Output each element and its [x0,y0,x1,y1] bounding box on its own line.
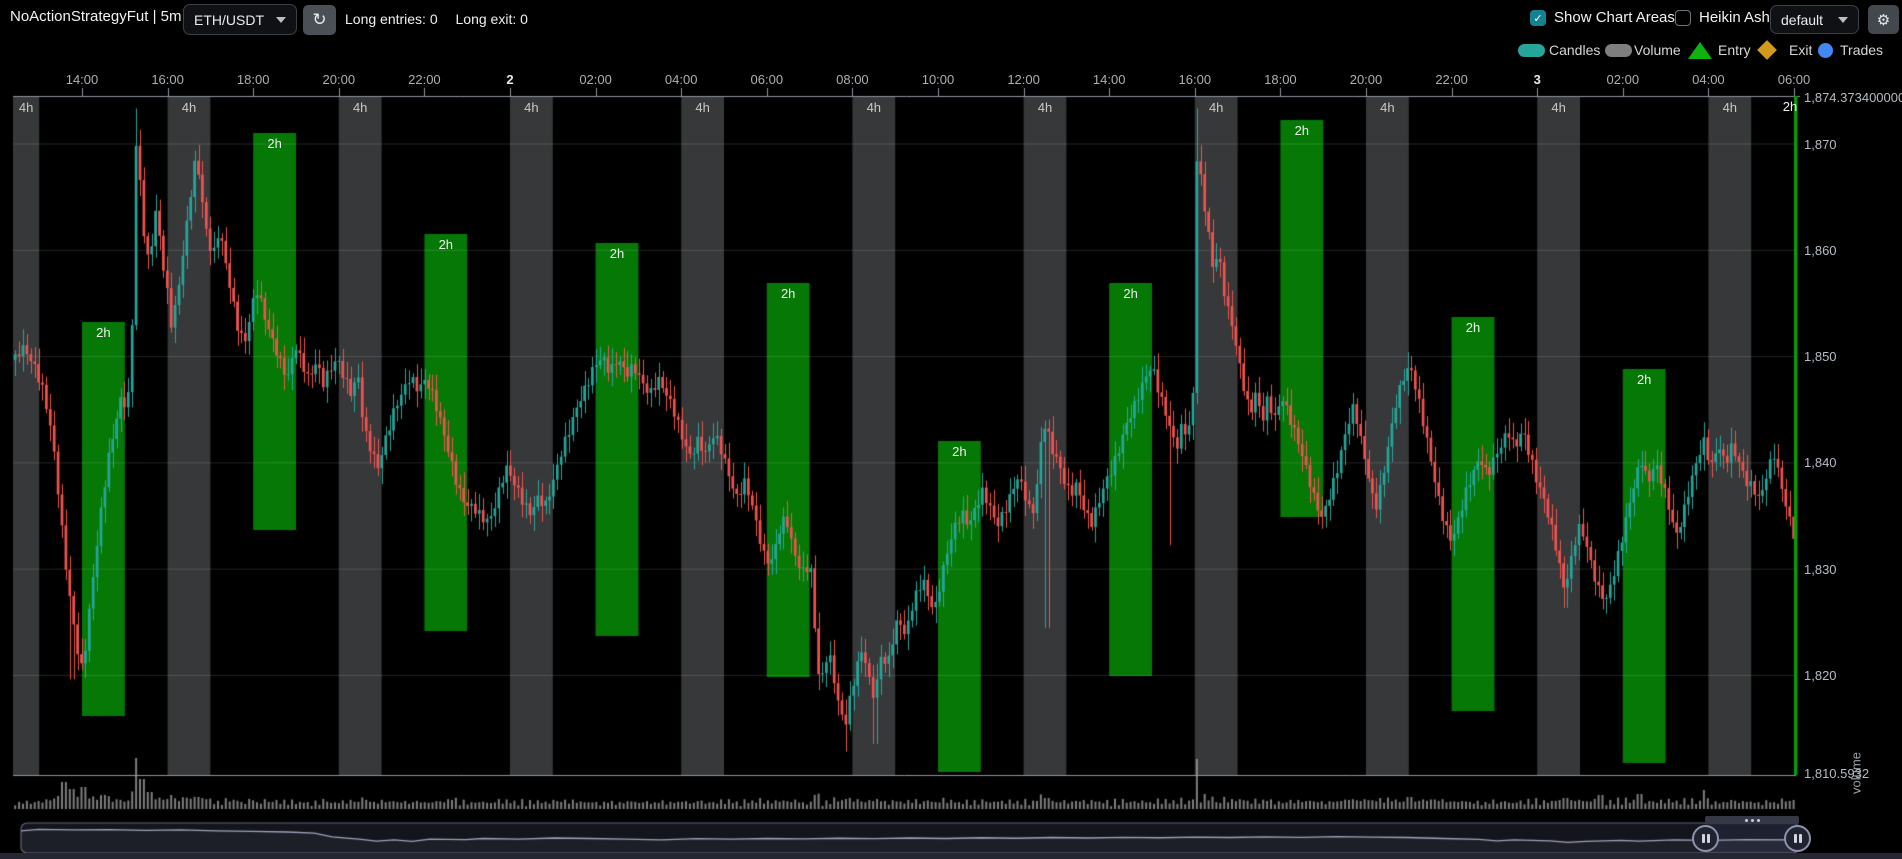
area-4h-label: 4h [866,100,882,115]
refresh-icon: ↻ [312,10,327,29]
area-2h-label: 2h [780,286,796,301]
gear-icon: ⚙ [1876,11,1891,29]
candles-swatch-pill-icon [1518,44,1545,57]
volume-axis-title: volume [1848,752,1864,794]
settings-button[interactable]: ⚙ [1868,5,1899,34]
volume-swatch-pill-icon [1605,44,1632,57]
legend-label: Entry [1718,42,1751,58]
x-axis-tick-label: 18:00 [236,72,270,87]
area-2h-label: 2h [1636,372,1652,387]
pair-select-value: ETH/USDT [194,11,264,28]
x-axis-tick-label: 02:00 [579,72,612,87]
x-axis-tick-label: 06:00 [750,72,784,87]
y-axis-tick-label: 1,870 [1804,136,1837,152]
area-2h-label: 2h [1123,286,1138,301]
x-axis-tick-label: 22:00 [408,72,441,87]
trade-stats: Long entries: 0 Long exit: 0 [345,11,542,27]
y-axis-tick-label: 1,850 [1804,349,1837,365]
long-entries-stat: Long entries: 0 [345,11,438,27]
header-bar: NoActionStrategyFut | 5m ETH/USDT ↻ Long… [0,0,1902,60]
refresh-button[interactable]: ↻ [303,5,336,35]
rangeslider-left-handle[interactable] [1691,824,1719,852]
rangeslider-grip[interactable] [1705,816,1799,824]
strategy-title: NoActionStrategyFut | 5m [10,8,182,25]
y-axis-min-label: 1,810.5932 [1804,766,1870,781]
area-4h-label: 4h [1037,100,1053,115]
area-2h-label: 2h [96,325,111,340]
x-axis-tick-label: 02:00 [1606,72,1640,87]
y-axis-tick-label: 1,820 [1804,667,1837,683]
long-exit-stat: Long exit: 0 [455,11,528,27]
area-2h-label: 2h [438,237,454,252]
area-4h-label: 4h [181,100,197,115]
area-4h-label: 4h [1380,100,1395,115]
area-2h-label: 2h [1294,123,1310,138]
legend-label: Volume [1634,42,1681,58]
area-4h-label: 4h [524,100,539,115]
rangeslider-right-handle[interactable] [1783,824,1811,852]
x-axis-tick-label: 22:00 [1435,72,1468,87]
trades-swatch-circle-icon [1818,43,1833,58]
x-axis-tick-label: 14:00 [1092,72,1126,87]
x-axis-tick-label: 3 [1533,72,1541,87]
y-axis-tick-label: 1,860 [1804,242,1837,258]
y-axis-tick-label: 1,830 [1804,561,1837,577]
legend-label: Exit [1789,42,1813,58]
x-axis-tick-label: 16:00 [151,72,184,87]
x-axis-tick-label: 04:00 [1692,72,1725,87]
area-4h-label: 4h [1551,100,1566,115]
area-4h-label: 4h [695,100,710,115]
x-axis-tick-label: 10:00 [921,72,955,87]
check-icon: ✓ [1533,12,1543,25]
area-2h-label: 2h [1465,320,1481,335]
entry-swatch-triangle-icon [1688,42,1712,59]
area-2h-label: 2h [267,136,282,151]
legend-label: Candles [1549,42,1601,58]
heikin-ashi-label[interactable]: Heikin Ashi [1699,9,1774,26]
x-axis-tick-label: 2 [506,72,514,87]
x-axis-tick-label: 08:00 [836,72,869,87]
area-4h-label: 4h [1722,100,1738,115]
pair-select[interactable]: ETH/USDT [183,4,297,35]
x-axis-tick-label: 20:00 [1349,72,1383,87]
area-4h-label: 4h [18,100,34,115]
x-axis-tick-label: 14:00 [65,72,99,87]
x-axis-tick-label: 04:00 [664,72,698,87]
heikin-ashi-checkbox[interactable] [1675,10,1691,26]
chevron-down-icon [276,16,286,23]
chevron-down-icon [1838,16,1848,23]
area-2h-label: 2h [609,246,625,261]
bottom-edge-strip [0,853,1902,859]
area-2h-label: 2h [952,444,967,459]
x-axis-tick-label: 20:00 [322,72,356,87]
show-chart-areas-checkbox[interactable]: ✓ [1530,10,1546,26]
x-axis-tick-label: 12:00 [1007,72,1040,87]
y-axis-tick-label: 1,840 [1804,455,1837,471]
x-axis-tick-label: 18:00 [1264,72,1297,87]
plot-config-select-value: default [1781,11,1824,28]
plot-config-select[interactable]: default [1770,5,1859,34]
area-4h-label: 4h [352,100,368,115]
area-4h-label: 4h [1208,100,1224,115]
x-axis-tick-label: 06:00 [1777,72,1811,87]
y-axis-max-label: 1,874.373400000 [1804,90,1902,105]
show-chart-areas-label[interactable]: Show Chart Areas [1554,9,1675,26]
area-2h-label: 2h [1782,99,1798,114]
exit-swatch-diamond-icon [1757,40,1777,60]
x-axis-tick-label: 16:00 [1178,72,1212,87]
legend-label: Trades [1840,42,1884,58]
